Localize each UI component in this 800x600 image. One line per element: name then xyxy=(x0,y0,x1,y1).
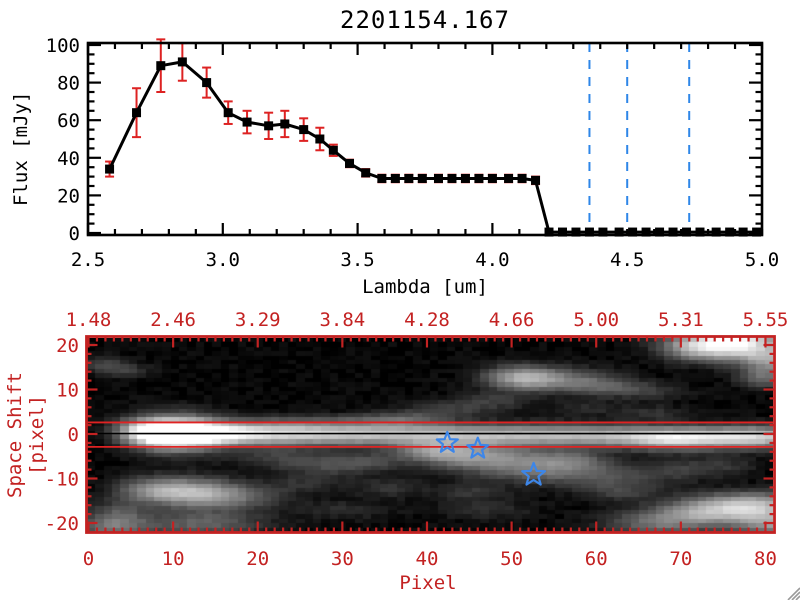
svg-text:10: 10 xyxy=(162,548,185,570)
svg-text:50: 50 xyxy=(500,548,523,570)
svg-text:3.0: 3.0 xyxy=(206,249,240,271)
svg-text:5.00: 5.00 xyxy=(573,309,619,331)
top-plot-axes xyxy=(86,41,764,237)
svg-text:1.48: 1.48 xyxy=(66,309,112,331)
svg-text:80: 80 xyxy=(754,548,777,570)
svg-text:40: 40 xyxy=(57,148,80,170)
svg-text:60: 60 xyxy=(585,548,608,570)
svg-text:-20: -20 xyxy=(45,513,79,535)
wavelength-top-axis-labels: 1.48 2.46 3.29 3.84 4.28 4.66 5.00 5.31 5.55 xyxy=(66,309,789,331)
svg-text:4.28: 4.28 xyxy=(404,309,450,331)
blue-dashed-lines xyxy=(588,43,691,235)
bottom-panel-axes xyxy=(85,335,776,534)
svg-text:4.0: 4.0 xyxy=(475,249,509,271)
svg-text:0: 0 xyxy=(68,424,79,446)
spectrogram-image xyxy=(87,338,773,532)
svg-text:30: 30 xyxy=(331,548,354,570)
svg-text:4.66: 4.66 xyxy=(489,309,535,331)
svg-text:5.55: 5.55 xyxy=(743,309,789,331)
svg-text:2.5: 2.5 xyxy=(71,249,105,271)
aperture-lines xyxy=(87,421,773,448)
svg-text:80: 80 xyxy=(57,73,80,95)
error-bars xyxy=(105,38,541,186)
svg-text:70: 70 xyxy=(669,548,692,570)
data-point-markers xyxy=(105,57,762,237)
svg-text:5.31: 5.31 xyxy=(658,309,704,331)
svg-text:10: 10 xyxy=(56,380,79,402)
svg-text:20: 20 xyxy=(57,185,80,207)
resize-grip[interactable] xyxy=(787,587,800,600)
svg-text:20: 20 xyxy=(56,335,79,357)
svg-text:0: 0 xyxy=(69,223,80,245)
lambda-axis-title: Lambda [um] xyxy=(362,276,488,298)
svg-text:2.46: 2.46 xyxy=(150,309,196,331)
svg-text:0: 0 xyxy=(83,548,94,570)
svg-text:-10: -10 xyxy=(45,469,79,491)
bottom-panel-tick-labels: 0 10 20 30 40 50 60 70 80 20 10 0 -10 -20 xyxy=(45,335,777,570)
svg-text:60: 60 xyxy=(57,110,80,132)
star-markers xyxy=(435,430,547,486)
star-marker xyxy=(521,461,547,486)
pixel-axis-title: Pixel xyxy=(399,572,457,594)
svg-text:3.29: 3.29 xyxy=(235,309,281,331)
plot-title: 2201154.167 xyxy=(340,6,510,34)
top-plot-tick-labels: 0 20 40 60 80 100 2.5 3.0 3.5 4.0 4.5 5.0 xyxy=(46,35,779,271)
svg-text:20: 20 xyxy=(246,548,269,570)
svg-text:5.0: 5.0 xyxy=(745,249,779,271)
svg-text:40: 40 xyxy=(416,548,439,570)
svg-text:3.84: 3.84 xyxy=(319,309,365,331)
svg-text:4.5: 4.5 xyxy=(610,249,644,271)
star-marker xyxy=(466,436,490,459)
svg-text:100: 100 xyxy=(46,35,80,57)
svg-text:3.5: 3.5 xyxy=(340,249,374,271)
star-marker xyxy=(435,430,459,453)
